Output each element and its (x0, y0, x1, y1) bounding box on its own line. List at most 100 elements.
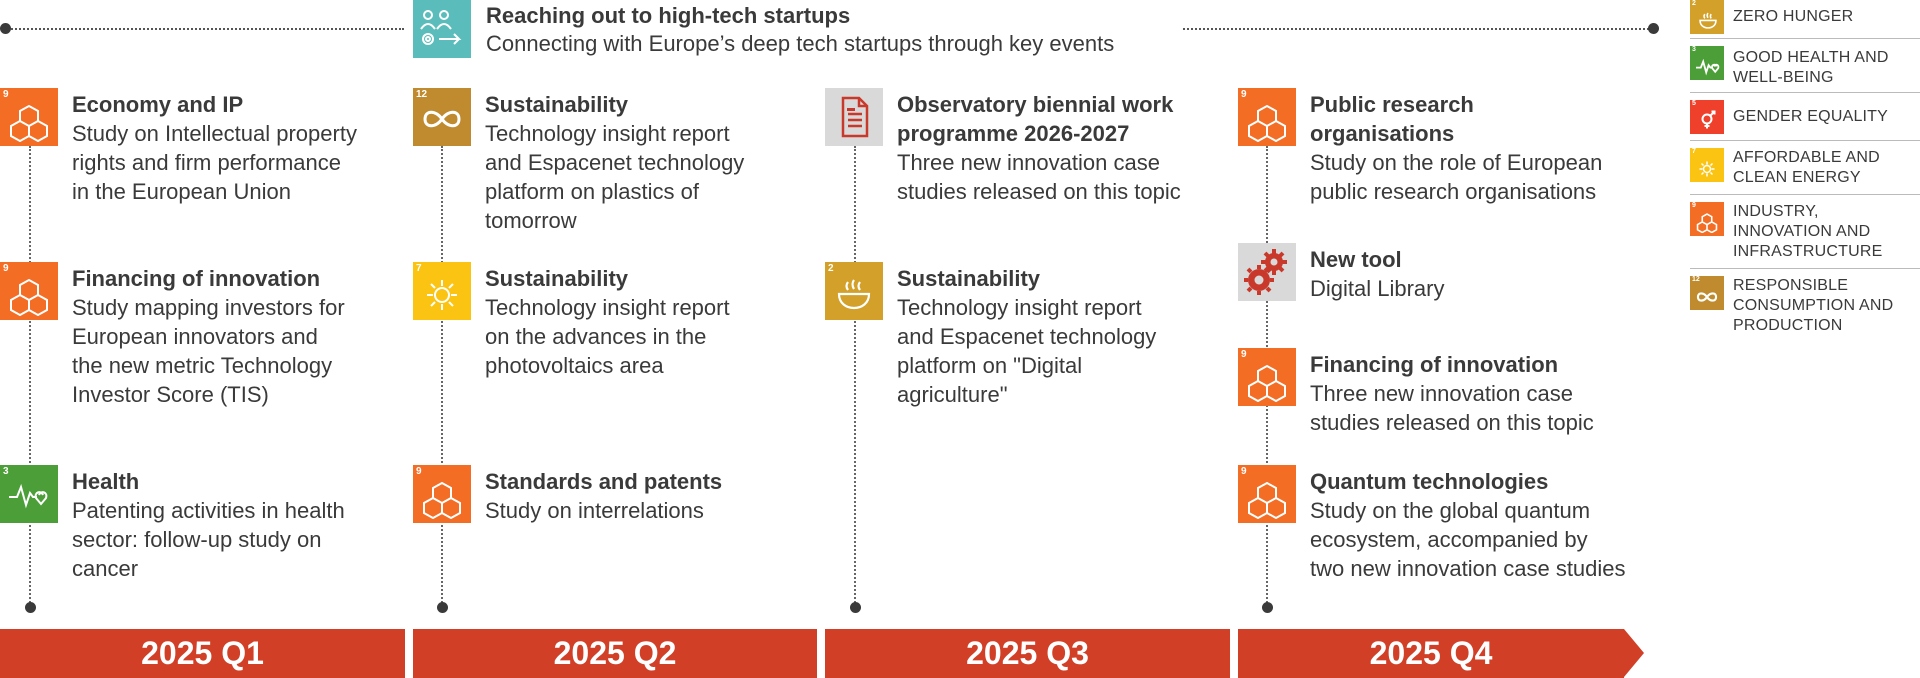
legend-label: AFFORDABLE AND (1733, 148, 1880, 168)
item-desc-line: European innovators and (72, 322, 318, 351)
sdg2-icon: 2 (825, 262, 883, 320)
item-title: Quantum technologies (1310, 467, 1548, 496)
item-desc-line: ecosystem, accompanied by (1310, 525, 1588, 554)
item-desc-line: Investor Score (TIS) (72, 380, 269, 409)
sdg12-icon: 12 (1690, 276, 1724, 310)
startup-network-icon (413, 0, 471, 58)
sdg9-icon: 9 (1238, 465, 1296, 523)
legend-divider (1690, 38, 1920, 39)
q1-timeline-end (25, 602, 36, 613)
q1-timeline (29, 146, 31, 606)
item-desc-line: Technology insight report (485, 119, 730, 148)
item-title: Financing of innovation (72, 264, 320, 293)
item-desc-line: sector: follow-up study on (72, 525, 321, 554)
item-desc-line: Study mapping investors for (72, 293, 345, 322)
sdg5-icon: 5 (1690, 100, 1724, 134)
item-desc-line: Technology insight report (897, 293, 1142, 322)
item-desc-line: photovoltaics area (485, 351, 664, 380)
sdg9-icon: 9 (1238, 348, 1296, 406)
sdg9-icon: 9 (0, 262, 58, 320)
item-desc-line: Three new innovation case (897, 148, 1160, 177)
quarter-q2: 2025 Q2 (413, 629, 817, 678)
legend-label: CLEAN ENERGY (1733, 168, 1861, 188)
item-desc-line: studies released on this topic (1310, 408, 1594, 437)
quarter-q3: 2025 Q3 (825, 629, 1230, 678)
item-title: Sustainability (897, 264, 1040, 293)
legend-label: ZERO HUNGER (1733, 7, 1853, 27)
legend-label: INNOVATION AND (1733, 222, 1870, 242)
item-desc-line: agriculture" (897, 380, 1008, 409)
legend-label: RESPONSIBLE (1733, 276, 1848, 296)
legend-label: CONSUMPTION AND (1733, 296, 1893, 316)
sdg3-icon: 3 (0, 465, 58, 523)
item-title: Observatory biennial work (897, 90, 1173, 119)
q2-timeline (441, 146, 443, 606)
item-desc-line: the new metric Technology (72, 351, 332, 380)
item-title: Public research (1310, 90, 1474, 119)
legend-label: INDUSTRY, (1733, 202, 1819, 222)
gears-icon (1238, 243, 1296, 301)
item-title: Standards and patents (485, 467, 722, 496)
item-title: programme 2026-2027 (897, 119, 1129, 148)
sdg9-icon: 9 (1690, 202, 1724, 236)
item-title: Sustainability (485, 264, 628, 293)
item-desc-line: public research organisations (1310, 177, 1596, 206)
q4-timeline-end (1262, 602, 1273, 613)
item-desc-line: rights and firm performance (72, 148, 341, 177)
top-timeline-right (1183, 28, 1653, 30)
legend-label: PRODUCTION (1733, 316, 1843, 336)
timeline-dot-left (0, 23, 11, 34)
legend-label: GOOD HEALTH AND (1733, 48, 1889, 68)
item-desc-line: Study on the global quantum (1310, 496, 1590, 525)
item-desc-line: and Espacenet technology (485, 148, 744, 177)
sdg12-icon: 12 (413, 88, 471, 146)
quarter-q1: 2025 Q1 (0, 629, 405, 678)
item-title: Economy and IP (72, 90, 243, 119)
item-desc-line: tomorrow (485, 206, 577, 235)
item-desc-line: on the advances in the (485, 322, 706, 351)
item-desc-line: Study on the role of European (1310, 148, 1602, 177)
quarter-q4: 2025 Q4 (1238, 629, 1624, 678)
legend-label: GENDER EQUALITY (1733, 107, 1888, 127)
item-title: New tool (1310, 245, 1402, 274)
q3-timeline (854, 146, 856, 606)
item-desc-line: Three new innovation case (1310, 379, 1573, 408)
legend-label: WELL-BEING (1733, 68, 1834, 88)
legend-label: INFRASTRUCTURE (1733, 242, 1882, 262)
sdg7-icon: 7 (1690, 148, 1724, 182)
legend-divider (1690, 268, 1920, 269)
header-event-subtitle: Connecting with Europe’s deep tech start… (486, 31, 1114, 57)
sdg9-icon: 9 (413, 465, 471, 523)
item-desc-line: platform on plastics of (485, 177, 699, 206)
top-timeline-left (4, 28, 404, 30)
item-title: organisations (1310, 119, 1454, 148)
item-title: Sustainability (485, 90, 628, 119)
item-desc-line: Technology insight report (485, 293, 730, 322)
item-title: Financing of innovation (1310, 350, 1558, 379)
item-desc-line: and Espacenet technology (897, 322, 1156, 351)
item-desc-line: cancer (72, 554, 138, 583)
item-desc-line: in the European Union (72, 177, 291, 206)
document-icon (825, 88, 883, 146)
item-desc-line: Study on interrelations (485, 496, 704, 525)
header-event-title: Reaching out to high-tech startups (486, 3, 850, 29)
q3-timeline-end (850, 602, 861, 613)
sdg9-icon: 9 (0, 88, 58, 146)
item-desc-line: Study on Intellectual property (72, 119, 357, 148)
item-desc-line: two new innovation case studies (1310, 554, 1626, 583)
timeline-arrow (1624, 629, 1644, 677)
item-title: Health (72, 467, 139, 496)
q2-timeline-end (437, 602, 448, 613)
sdg7-icon: 7 (413, 262, 471, 320)
sdg3-icon: 3 (1690, 46, 1724, 80)
legend-divider (1690, 92, 1920, 93)
legend-divider (1690, 140, 1920, 141)
item-desc-line: Digital Library (1310, 274, 1445, 303)
legend-divider (1690, 194, 1920, 195)
item-desc-line: Patenting activities in health (72, 496, 345, 525)
sdg2-icon: 2 (1690, 0, 1724, 34)
sdg9-icon: 9 (1238, 88, 1296, 146)
item-desc-line: platform on "Digital (897, 351, 1082, 380)
item-desc-line: studies released on this topic (897, 177, 1181, 206)
timeline-dot-right (1648, 23, 1659, 34)
